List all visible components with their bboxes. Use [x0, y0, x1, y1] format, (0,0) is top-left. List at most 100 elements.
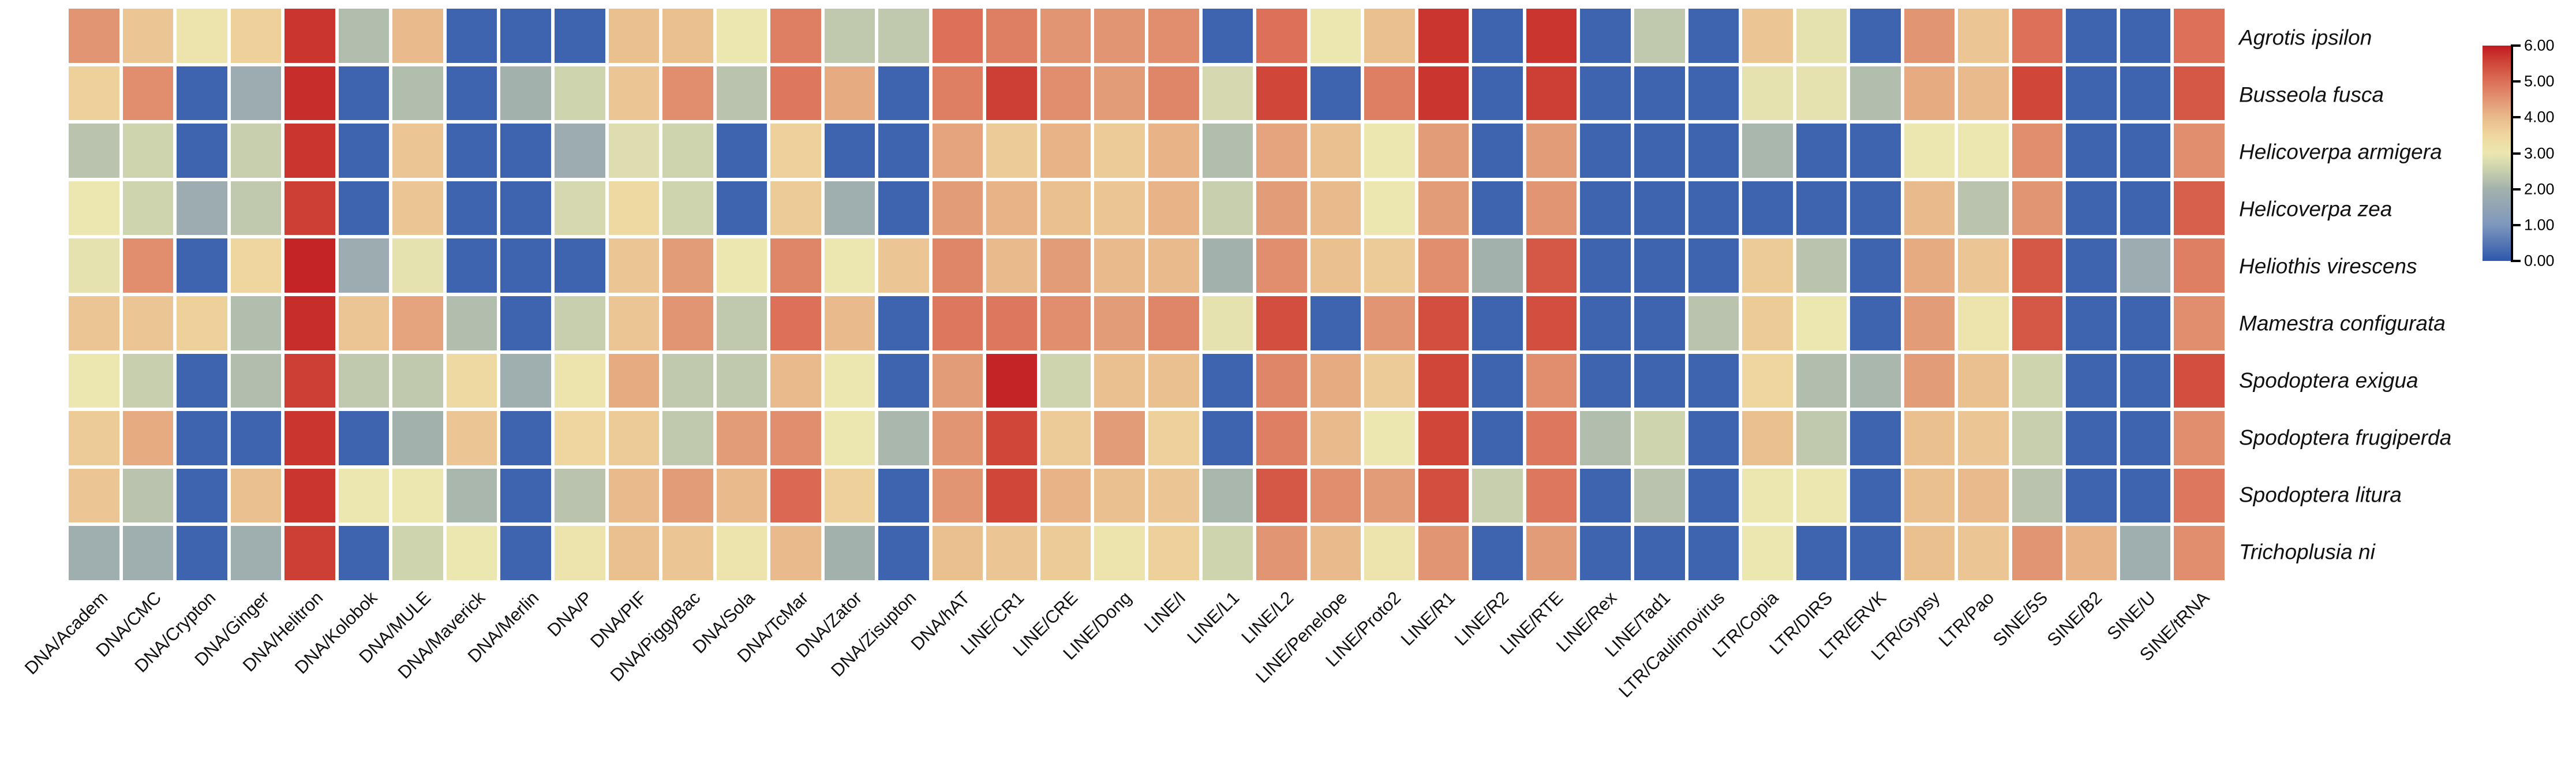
heatmap-cell [986, 238, 1037, 293]
heatmap-cell [1148, 238, 1199, 293]
heatmap-cell [1742, 353, 1793, 408]
heatmap-cell [446, 181, 497, 236]
heatmap-cell [824, 9, 875, 63]
heatmap-cell [284, 411, 335, 465]
heatmap-cell [177, 353, 227, 408]
heatmap-cell [1094, 66, 1145, 121]
heatmap-cell [1256, 238, 1307, 293]
heatmap-cell [69, 66, 119, 121]
colorbar-tick-mark [2513, 80, 2521, 83]
heatmap-cell [1364, 468, 1415, 523]
heatmap-cell [554, 9, 605, 63]
heatmap-cell [1958, 526, 2009, 580]
heatmap-cell [338, 468, 390, 523]
heatmap-cell [554, 124, 605, 178]
heatmap-cell [500, 238, 551, 293]
heatmap-cell [2174, 526, 2225, 580]
heatmap-cell [2174, 124, 2225, 178]
heatmap-cell [1958, 353, 2009, 408]
heatmap-cell [1202, 124, 1253, 178]
heatmap-cell [1472, 296, 1523, 350]
heatmap-cell [662, 353, 713, 408]
heatmap-cell [1904, 124, 1955, 178]
heatmap-cell [1148, 124, 1199, 178]
heatmap-cell [1850, 526, 1901, 580]
heatmap-cell [2120, 124, 2171, 178]
heatmap-cell [500, 411, 551, 465]
heatmap-cell [338, 353, 390, 408]
heatmap-cell [446, 296, 497, 350]
heatmap-cell [1958, 296, 2009, 350]
heatmap-cell [1958, 238, 2009, 293]
heatmap-cell [1634, 296, 1685, 350]
heatmap-cell [1796, 124, 1847, 178]
heatmap-cell [1850, 353, 1901, 408]
heatmap-cell [2012, 124, 2063, 178]
heatmap-cell [1256, 296, 1307, 350]
heatmap-cell [2066, 411, 2117, 465]
heatmap-cell [1364, 411, 1415, 465]
heatmap-cell [1742, 526, 1793, 580]
heatmap-cell [1094, 526, 1145, 580]
heatmap-cell [608, 181, 660, 236]
heatmap-cell [1634, 353, 1685, 408]
heatmap-cell [1472, 66, 1523, 121]
colorbar-tick-mark [2513, 116, 2521, 119]
heatmap-cell [122, 9, 174, 63]
heatmap-cell [2120, 353, 2171, 408]
heatmap-cell [500, 66, 551, 121]
heatmap-cell [1040, 353, 1091, 408]
heatmap-cell [1310, 526, 1361, 580]
heatmap-cell [338, 181, 390, 236]
heatmap-cell [284, 9, 335, 63]
heatmap-cell [662, 526, 713, 580]
heatmap-cell [122, 296, 174, 350]
colorbar-tick-label: 2.00 [2524, 180, 2555, 198]
heatmap-cell [716, 526, 767, 580]
heatmap-cell [2120, 468, 2171, 523]
heatmap-cell [1796, 238, 1847, 293]
heatmap-cell [1580, 9, 1631, 63]
heatmap-cell [69, 353, 119, 408]
heatmap-cell [2066, 526, 2117, 580]
heatmap-cell [1904, 353, 1955, 408]
heatmap-cell [2174, 411, 2225, 465]
heatmap-cell [1256, 124, 1307, 178]
heatmap-cell [230, 526, 282, 580]
heatmap-cell [1148, 526, 1199, 580]
heatmap-cell [824, 353, 875, 408]
heatmap-cell [1688, 353, 1739, 408]
heatmap-cell [1958, 411, 2009, 465]
colorbar-tick-mark [2513, 260, 2521, 262]
heatmap-cell [1742, 181, 1793, 236]
heatmap-cell [1202, 238, 1253, 293]
heatmap-cell [1634, 526, 1685, 580]
heatmap-cell [1202, 353, 1253, 408]
heatmap-cell [770, 181, 821, 236]
heatmap-cell [824, 411, 875, 465]
heatmap-cell [878, 124, 929, 178]
heatmap-cell [230, 9, 282, 63]
heatmap-cell [177, 9, 227, 63]
heatmap-cell [554, 181, 605, 236]
heatmap-cell [878, 9, 929, 63]
heatmap-cell [1472, 124, 1523, 178]
heatmap-cell [1094, 296, 1145, 350]
heatmap-cell [1256, 353, 1307, 408]
heatmap-cell [392, 411, 443, 465]
heatmap-cell [1472, 9, 1523, 63]
heatmap-cell [716, 411, 767, 465]
heatmap-cell [770, 526, 821, 580]
heatmap-cell [2120, 181, 2171, 236]
heatmap-cell [1796, 181, 1847, 236]
heatmap-cell [1202, 411, 1253, 465]
colorbar-tick-mark [2513, 188, 2521, 191]
heatmap-cell [500, 124, 551, 178]
heatmap-cell [1418, 181, 1469, 236]
colorbar-axis-line [2511, 44, 2513, 262]
heatmap-cell [608, 296, 660, 350]
heatmap-cell [1148, 468, 1199, 523]
heatmap-cell [1094, 353, 1145, 408]
heatmap-cell [1310, 238, 1361, 293]
heatmap-cell [824, 296, 875, 350]
